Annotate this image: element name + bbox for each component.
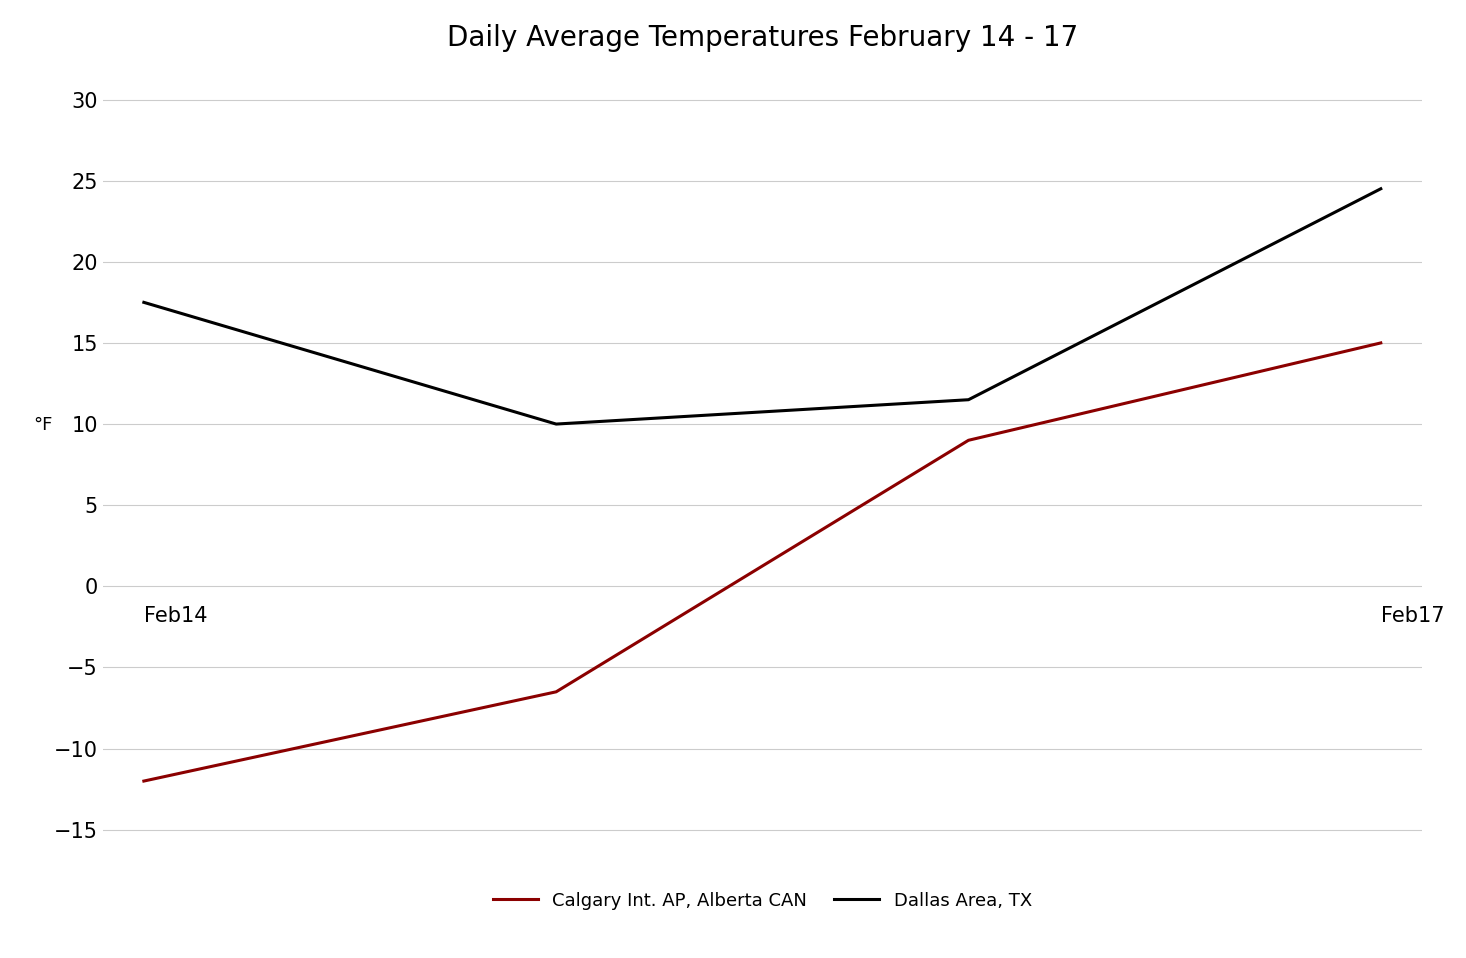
Calgary Int. AP, Alberta CAN [960,435,978,446]
Line: Dallas Area, TX: Dallas Area, TX [144,189,1381,424]
Dallas Area, TX [135,297,152,308]
Calgary Int. AP, Alberta CAN [135,775,152,787]
Text: °F: °F [34,416,53,434]
Text: Feb14: Feb14 [144,605,207,626]
Dallas Area, TX [960,394,978,405]
Text: Feb17: Feb17 [1381,605,1444,626]
Calgary Int. AP, Alberta CAN [1372,337,1390,349]
Dallas Area, TX [1372,183,1390,194]
Line: Calgary Int. AP, Alberta CAN: Calgary Int. AP, Alberta CAN [144,343,1381,781]
Title: Daily Average Temperatures February 14 - 17: Daily Average Temperatures February 14 -… [447,24,1078,53]
Calgary Int. AP, Alberta CAN [547,686,564,697]
Dallas Area, TX [547,419,564,430]
Legend: Calgary Int. AP, Alberta CAN, Dallas Area, TX: Calgary Int. AP, Alberta CAN, Dallas Are… [485,884,1039,917]
